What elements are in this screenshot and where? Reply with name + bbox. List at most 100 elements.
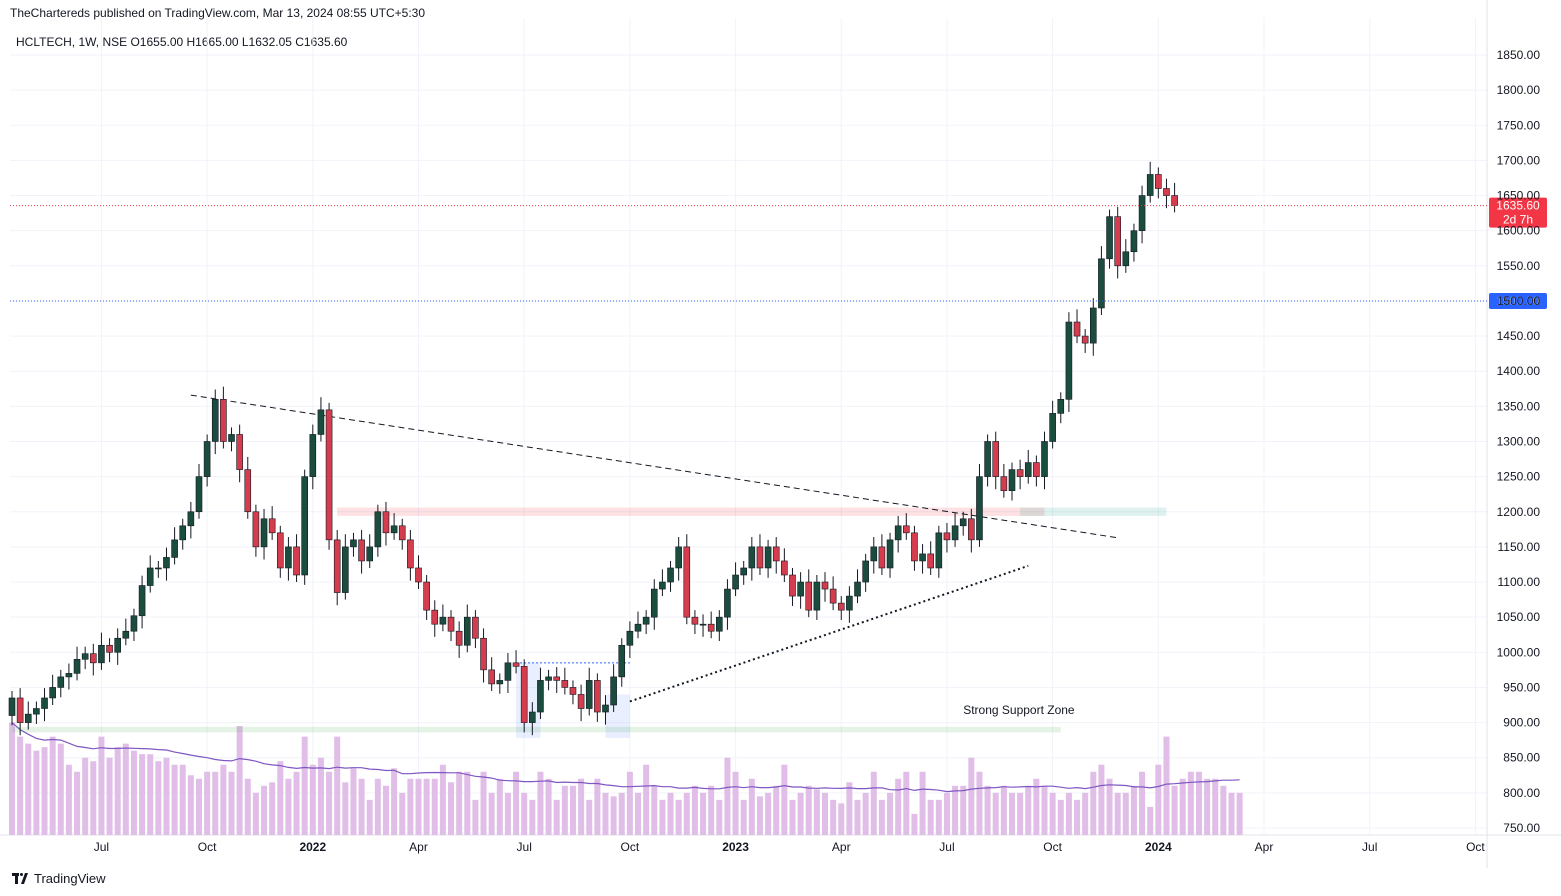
candle-body	[285, 546, 292, 569]
candle-body	[228, 434, 235, 442]
volume-bar	[862, 792, 869, 835]
volume-bar	[244, 778, 251, 835]
volume-bar	[317, 757, 324, 835]
volume-bar	[293, 771, 300, 835]
volume-bar	[1082, 792, 1089, 835]
price-tick-label: 1100.00	[1498, 575, 1541, 589]
price-tick-label: 1350.00	[1497, 399, 1541, 413]
candle-body	[407, 539, 414, 569]
volume-bar	[488, 792, 495, 835]
candle-body	[415, 567, 422, 583]
candle-body	[748, 546, 756, 569]
tradingview-logo[interactable]: TradingView	[12, 871, 106, 886]
candle-body	[342, 546, 349, 593]
support-zone	[12, 726, 1061, 733]
volume-bar	[1090, 771, 1097, 835]
candle-body	[366, 546, 374, 562]
volume-bar	[846, 782, 853, 835]
volume-ma-line	[11, 722, 1240, 793]
volume-bar	[1074, 799, 1081, 835]
candle-body	[1065, 321, 1073, 400]
candle-body	[772, 546, 780, 562]
volume-bar	[594, 778, 601, 835]
volume-bar	[269, 782, 276, 835]
volume-bar	[756, 796, 763, 835]
candle-body	[1057, 399, 1065, 414]
candle-body	[585, 680, 593, 709]
candle-body	[155, 567, 162, 570]
candle-body	[472, 616, 479, 639]
volume-bar	[472, 799, 479, 835]
candle-body	[577, 694, 585, 709]
volume-bar	[382, 785, 389, 835]
candle-body	[846, 595, 853, 611]
volume-bar	[813, 789, 820, 835]
candle-body	[699, 623, 707, 626]
volume-bar	[675, 799, 682, 835]
volume-bar	[935, 799, 942, 835]
volume-bar	[667, 792, 674, 835]
candle-body	[1049, 413, 1056, 442]
volume-bar	[537, 771, 544, 835]
candlesticks	[8, 161, 1178, 736]
volume-bar	[326, 771, 333, 835]
volume-bar	[748, 778, 755, 835]
volume-bar	[1204, 778, 1211, 835]
volume-bar	[691, 785, 698, 835]
candle-body	[976, 476, 983, 541]
candle-body	[1114, 216, 1121, 267]
candle-body	[821, 581, 829, 590]
price-tick-label: 1150.00	[1498, 540, 1541, 554]
candle-body	[902, 525, 910, 534]
volume-bar	[195, 778, 202, 835]
candle-body	[992, 441, 1000, 477]
tradingview-icon	[12, 873, 29, 884]
price-tick-label: 800.00	[1503, 786, 1540, 800]
volume-bar	[456, 771, 463, 835]
volume-bar	[911, 813, 918, 835]
candle-body	[642, 616, 650, 625]
candle-body	[203, 441, 211, 477]
candle-body	[610, 676, 617, 706]
price-tick-label: 850.00	[1503, 751, 1540, 765]
candle-body	[1122, 251, 1130, 267]
volume-bars	[9, 722, 1243, 835]
volume-bar	[887, 792, 894, 835]
volume-bar	[1122, 792, 1129, 835]
volume-bar	[830, 799, 837, 835]
price-tick-label: 1250.00	[1497, 470, 1541, 484]
candle-body	[1138, 195, 1146, 231]
candle-body	[81, 653, 89, 660]
candle-body	[358, 539, 365, 562]
candle-body	[374, 511, 382, 548]
volume-bar	[277, 761, 284, 835]
volume-bar	[155, 761, 162, 835]
time-tick-label: Jul	[939, 840, 954, 854]
volume-bar	[1065, 792, 1072, 835]
candle-body	[756, 546, 764, 569]
price-tick-label: 1550.00	[1497, 259, 1541, 273]
volume-bar	[1179, 778, 1186, 835]
candle-body	[268, 518, 276, 534]
candle-body	[122, 630, 130, 639]
volume-bar	[797, 792, 804, 835]
candle-body	[618, 644, 626, 678]
time-tick-label: 2023	[722, 840, 749, 854]
candle-body	[594, 680, 601, 713]
volume-bar	[976, 771, 983, 835]
candle-body	[781, 560, 788, 576]
candle-body	[390, 525, 398, 534]
candle-body	[1106, 216, 1113, 260]
candle-body	[683, 546, 691, 618]
candle-body	[561, 680, 569, 688]
volume-bar	[765, 792, 772, 835]
volume-bar	[854, 799, 861, 835]
volume-bar	[968, 757, 975, 835]
resistance-zone	[337, 507, 1045, 516]
price-tick-label: 750.00	[1503, 821, 1540, 835]
candle-body	[171, 539, 178, 558]
volume-bar	[626, 771, 633, 835]
volume-bar	[57, 743, 64, 835]
